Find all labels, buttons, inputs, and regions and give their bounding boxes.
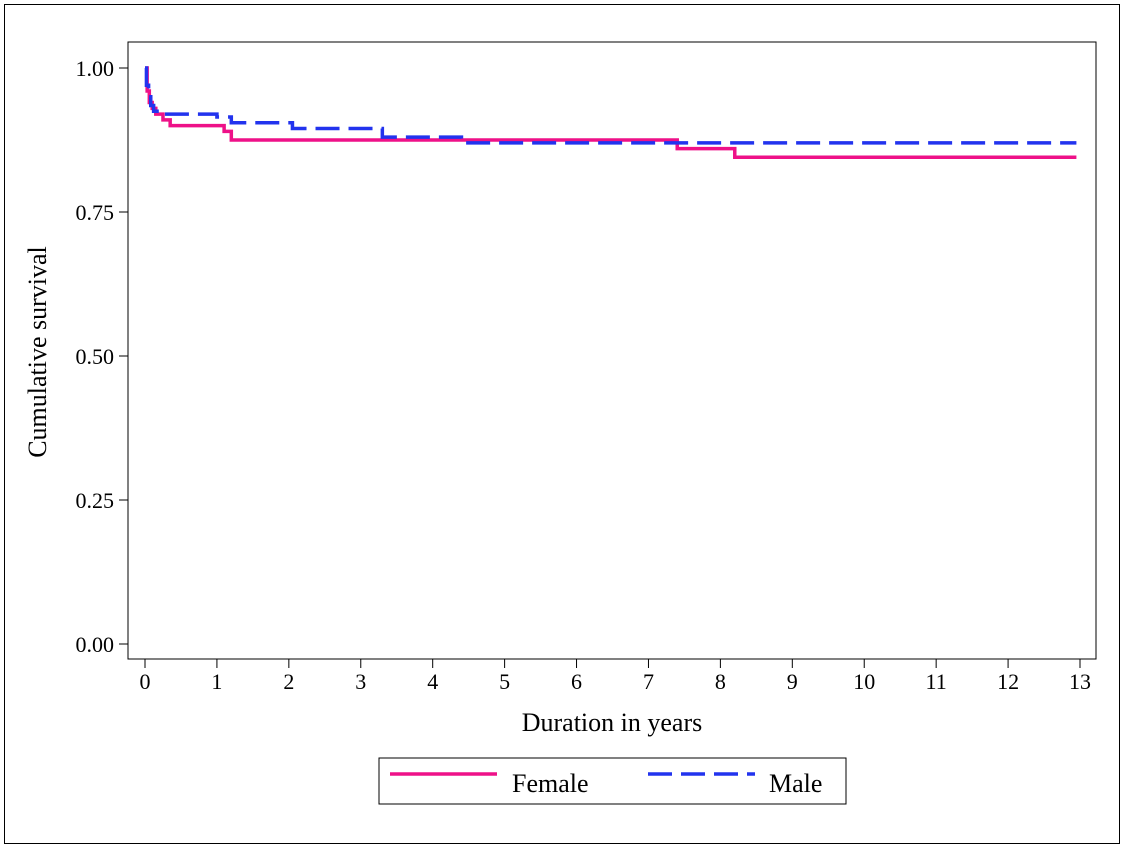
y-axis-label: Cumulative survival — [23, 246, 52, 458]
y-tick-label: 0.75 — [76, 200, 115, 225]
series-line-male — [144, 66, 1077, 145]
y-tick-label: 0.50 — [76, 344, 115, 369]
x-tick-label: 2 — [283, 669, 294, 694]
y-tick-label: 0.00 — [76, 632, 115, 657]
x-tick-label: 5 — [499, 669, 510, 694]
y-axis: 0.00 0.25 0.50 0.75 1.00 — [76, 56, 128, 657]
x-tick-label: 10 — [853, 669, 875, 694]
x-tick-label: 1 — [211, 669, 222, 694]
x-tick-label: 12 — [997, 669, 1019, 694]
x-tick-label: 8 — [715, 669, 726, 694]
x-tick-label: 3 — [355, 669, 366, 694]
x-tick-label: 7 — [643, 669, 654, 694]
y-tick-label: 1.00 — [76, 56, 115, 81]
x-tick-label: 13 — [1069, 669, 1091, 694]
y-tick-label: 0.25 — [76, 488, 115, 513]
series-layer — [144, 66, 1077, 160]
x-tick-label: 0 — [140, 669, 151, 694]
plot-area — [127, 41, 1097, 660]
x-tick-label: 6 — [571, 669, 582, 694]
x-tick-label: 9 — [787, 669, 798, 694]
legend-box — [378, 757, 847, 805]
x-axis-label: Duration in years — [522, 708, 703, 737]
x-axis: 0 1 2 3 4 5 6 7 8 9 10 11 12 13 — [140, 659, 1091, 694]
legend-female-label: Female — [512, 769, 589, 798]
x-tick-label: 11 — [926, 669, 947, 694]
legend: Female Male — [378, 757, 847, 805]
legend-male-label: Male — [769, 769, 822, 798]
x-tick-label: 4 — [427, 669, 438, 694]
